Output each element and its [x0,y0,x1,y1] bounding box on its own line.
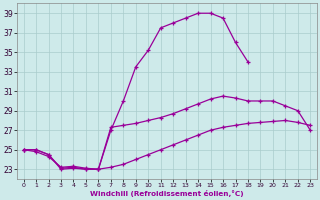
X-axis label: Windchill (Refroidissement éolien,°C): Windchill (Refroidissement éolien,°C) [90,190,244,197]
